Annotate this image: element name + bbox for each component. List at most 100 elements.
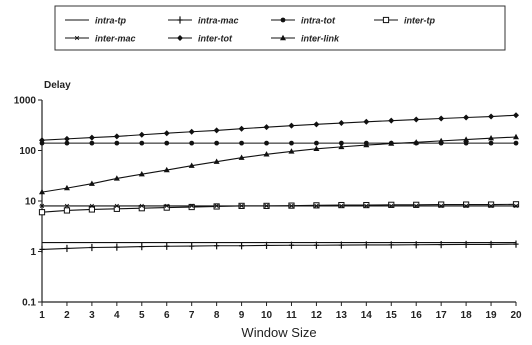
data-point: [188, 162, 195, 168]
data-point: [388, 117, 395, 124]
x-tick-label: 1: [39, 310, 45, 321]
data-point: [438, 203, 444, 209]
data-point: [413, 139, 420, 145]
legend-item-intra-mac: intra-mac: [168, 16, 239, 26]
x-tick-label: 13: [336, 310, 348, 321]
data-point: [63, 184, 70, 191]
x-tick-label: 3: [89, 310, 95, 321]
series-line: [41, 243, 517, 250]
data-point: [138, 131, 145, 138]
data-point: [88, 206, 95, 213]
data-point: [513, 203, 519, 209]
data-point: [388, 203, 394, 209]
data-point: [63, 135, 70, 142]
legend-label: inter-tot: [198, 34, 233, 44]
data-point: [164, 242, 170, 250]
y-tick-label: 100: [19, 146, 36, 157]
data-point: [488, 140, 494, 146]
data-point: [189, 242, 195, 250]
legend-label: intra-tot: [301, 16, 336, 26]
x-tick-label: 7: [189, 310, 195, 321]
data-point: [313, 203, 320, 209]
data-point: [288, 241, 295, 249]
legend-label: inter-tp: [404, 16, 435, 26]
data-point: [163, 204, 170, 211]
data-point: [188, 203, 195, 211]
data-point: [113, 175, 120, 181]
data-point: [413, 203, 419, 209]
legend: intra-tp intra-mac intra-tot inter-tp inter-…: [54, 5, 506, 51]
data-point: [39, 137, 45, 144]
data-point: [338, 140, 344, 146]
legend-item-inter-tot: inter-tot: [168, 34, 233, 44]
data-point: [214, 242, 220, 250]
data-point: [488, 203, 494, 209]
data-point: [39, 188, 45, 195]
legend-item-inter-mac: inter-mac: [65, 34, 136, 44]
data-point: [513, 240, 519, 248]
x-tick-labels: 1 2 3 4 5 6 7 8 9 10 11 12 13 14 15 16 17 18 19 20: [39, 310, 522, 321]
data-point: [39, 245, 45, 254]
data-point: [114, 140, 120, 146]
x-tick-label: 9: [239, 310, 245, 321]
data-point: [38, 209, 46, 216]
series-intra-tot: [39, 140, 519, 146]
data-point: [238, 242, 245, 250]
legend-marker: [280, 17, 286, 23]
data-point: [413, 116, 420, 123]
data-point: [239, 140, 244, 146]
data-point: [313, 241, 320, 249]
data-point: [288, 203, 295, 209]
data-point: [263, 124, 270, 131]
plot-area: [38, 99, 520, 306]
x-tick-label: 12: [311, 310, 323, 321]
data-point: [64, 140, 70, 146]
data-point: [163, 166, 170, 173]
legend-label: inter-link: [301, 34, 340, 44]
x-tick-label: 14: [361, 310, 373, 321]
data-point: [338, 241, 344, 249]
x-axis-label: Window Size: [241, 325, 316, 340]
data-point: [88, 134, 95, 141]
legend-marker: [74, 35, 80, 41]
y-tick-label: 1: [30, 247, 36, 258]
data-point: [188, 128, 195, 135]
data-point: [363, 118, 370, 125]
data-point: [438, 201, 445, 208]
data-point: [338, 201, 345, 209]
y-tick-labels: 1000 100 10 1 0.1: [14, 96, 37, 309]
x-tick-label: 8: [214, 310, 220, 321]
data-point: [463, 136, 470, 142]
data-point: [213, 127, 220, 134]
data-point: [238, 125, 245, 132]
data-point: [289, 140, 294, 146]
legend-item-intra-tp: intra-tp: [65, 16, 126, 26]
data-point: [363, 241, 369, 249]
data-point: [214, 140, 220, 146]
x-tick-label: 16: [411, 310, 423, 321]
legend-frame: [54, 5, 506, 51]
data-point: [89, 243, 95, 252]
data-point: [363, 141, 370, 148]
data-point: [263, 151, 270, 157]
data-point: [487, 201, 495, 208]
legend-marker: [280, 34, 286, 41]
data-point: [164, 203, 170, 209]
x-tick-label: 6: [164, 310, 170, 321]
data-point: [189, 203, 195, 209]
data-point: [388, 140, 395, 146]
data-point: [263, 241, 270, 250]
data-point: [288, 148, 295, 154]
x-tick-label: 20: [510, 310, 522, 321]
data-point: [89, 140, 95, 146]
series-inter-mac: [39, 203, 519, 209]
legend-label: intra-mac: [198, 16, 239, 26]
data-point: [114, 243, 120, 251]
data-point: [413, 201, 420, 208]
data-point: [463, 201, 470, 208]
data-point: [463, 140, 469, 146]
y-tick-label: 10: [25, 197, 37, 208]
legend-item-intra-tot: intra-tot: [271, 16, 336, 26]
data-point: [163, 130, 170, 137]
